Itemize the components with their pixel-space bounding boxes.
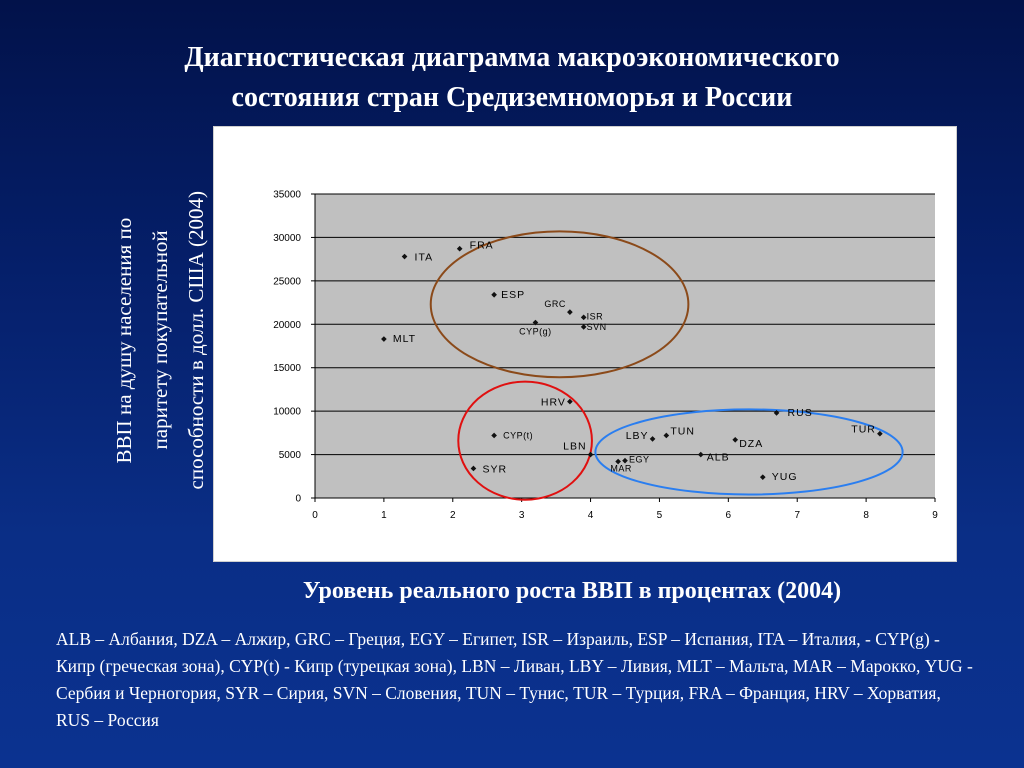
point-label-hrv: HRV bbox=[541, 397, 566, 409]
point-label-mar: MAR bbox=[610, 464, 632, 474]
y-tick-label-25000: 25000 bbox=[273, 276, 301, 287]
data-point-ita bbox=[401, 253, 408, 260]
data-point-isr bbox=[580, 314, 587, 321]
x-tick-label-1: 1 bbox=[381, 510, 387, 521]
point-label-tur: TUR bbox=[851, 424, 876, 436]
y-axis-title-line-1: ВВП на душу населения по bbox=[112, 217, 136, 463]
x-tick-label-6: 6 bbox=[726, 510, 732, 521]
point-label-svn: SVN bbox=[587, 322, 607, 332]
point-label-mlt: MLT bbox=[393, 333, 416, 345]
slide-title: Диагностическая диаграмма макроэкономиче… bbox=[60, 38, 964, 118]
point-label-tun: TUN bbox=[670, 425, 695, 437]
group-ellipse-2 bbox=[457, 380, 593, 501]
point-label-egy: EGY bbox=[629, 455, 650, 465]
data-point-esp bbox=[491, 291, 497, 298]
data-point-tur bbox=[877, 430, 883, 437]
x-tick-label-0: 0 bbox=[312, 510, 318, 521]
y-tick-label-20000: 20000 bbox=[273, 320, 301, 331]
point-label-rus: RUS bbox=[788, 407, 813, 419]
data-point-syr bbox=[470, 465, 477, 472]
x-tick-label-4: 4 bbox=[588, 510, 594, 521]
data-point-hrv bbox=[567, 398, 573, 405]
data-point-mar bbox=[615, 458, 621, 465]
plot-area bbox=[315, 194, 935, 498]
y-tick-label-35000: 35000 bbox=[273, 190, 301, 201]
data-point-egy bbox=[622, 457, 628, 464]
group-ellipse-3 bbox=[594, 408, 904, 496]
group-ellipse-1 bbox=[429, 230, 690, 379]
point-label-cyp-g: CYP(g) bbox=[519, 327, 552, 337]
data-point-grc bbox=[567, 309, 573, 315]
data-point-cyp-t bbox=[491, 432, 497, 439]
data-point-svn bbox=[580, 324, 587, 330]
data-point-yug bbox=[759, 474, 766, 480]
data-point-alb bbox=[697, 451, 704, 458]
y-axis-title: ВВП на душу населения по паритету покупа… bbox=[108, 130, 212, 550]
data-point-fra bbox=[456, 245, 463, 252]
point-label-esp: ESP bbox=[501, 289, 525, 301]
point-label-yug: YUG bbox=[772, 471, 798, 483]
slide-title-line-1: Диагностическая диаграмма макроэкономиче… bbox=[184, 42, 840, 73]
point-label-lbn: LBN bbox=[563, 441, 586, 453]
y-tick-label-15000: 15000 bbox=[273, 363, 301, 374]
data-point-cyp-g bbox=[532, 319, 539, 326]
x-axis-title: Уровень реального роста ВВП в процентах … bbox=[302, 578, 842, 604]
y-tick-label-30000: 30000 bbox=[273, 233, 301, 244]
point-label-grc: GRC bbox=[544, 299, 566, 309]
data-point-dza bbox=[732, 436, 739, 443]
x-tick-label-8: 8 bbox=[863, 510, 869, 521]
data-point-lbn bbox=[587, 451, 594, 458]
data-point-rus bbox=[773, 410, 780, 416]
x-tick-label-2: 2 bbox=[450, 510, 456, 521]
point-label-isr: ISR bbox=[587, 311, 604, 321]
x-tick-label-7: 7 bbox=[794, 510, 800, 521]
point-label-dza: DZA bbox=[739, 438, 763, 450]
y-tick-label-0: 0 bbox=[295, 494, 301, 505]
chart-panel: 0 5000 10000 15000 20000 25000 30000 35000 0 1 2 3 4… bbox=[213, 126, 957, 562]
x-tick-label-9: 9 bbox=[932, 510, 938, 521]
data-point-mlt bbox=[381, 336, 387, 342]
point-label-syr: SYR bbox=[482, 463, 507, 475]
y-axis-title-line-3: способности в долл. США (2004) bbox=[184, 190, 208, 490]
scatter-chart: 0 5000 10000 15000 20000 25000 30000 35000 0 1 2 3 4… bbox=[273, 190, 938, 522]
point-label-ita: ITA bbox=[415, 252, 434, 264]
slide-title-line-2: состояния стран Средиземноморья и России bbox=[231, 82, 793, 113]
x-tick-label-3: 3 bbox=[519, 510, 525, 521]
point-label-cyp-t: CYP(t) bbox=[503, 430, 533, 440]
y-tick-label-5000: 5000 bbox=[279, 450, 302, 461]
data-point-tun bbox=[663, 432, 670, 439]
y-axis-title-line-2: паритету покупательной bbox=[148, 230, 172, 450]
point-label-alb: ALB bbox=[707, 452, 730, 464]
point-label-lby: LBY bbox=[626, 430, 649, 442]
y-tick-label-10000: 10000 bbox=[273, 407, 301, 418]
country-code-legend: ALB – Албания, DZA – Алжир, GRC – Греция… bbox=[56, 629, 973, 730]
data-point-lby bbox=[649, 436, 656, 442]
x-tick-label-5: 5 bbox=[657, 510, 663, 521]
point-label-fra: FRA bbox=[470, 240, 494, 252]
